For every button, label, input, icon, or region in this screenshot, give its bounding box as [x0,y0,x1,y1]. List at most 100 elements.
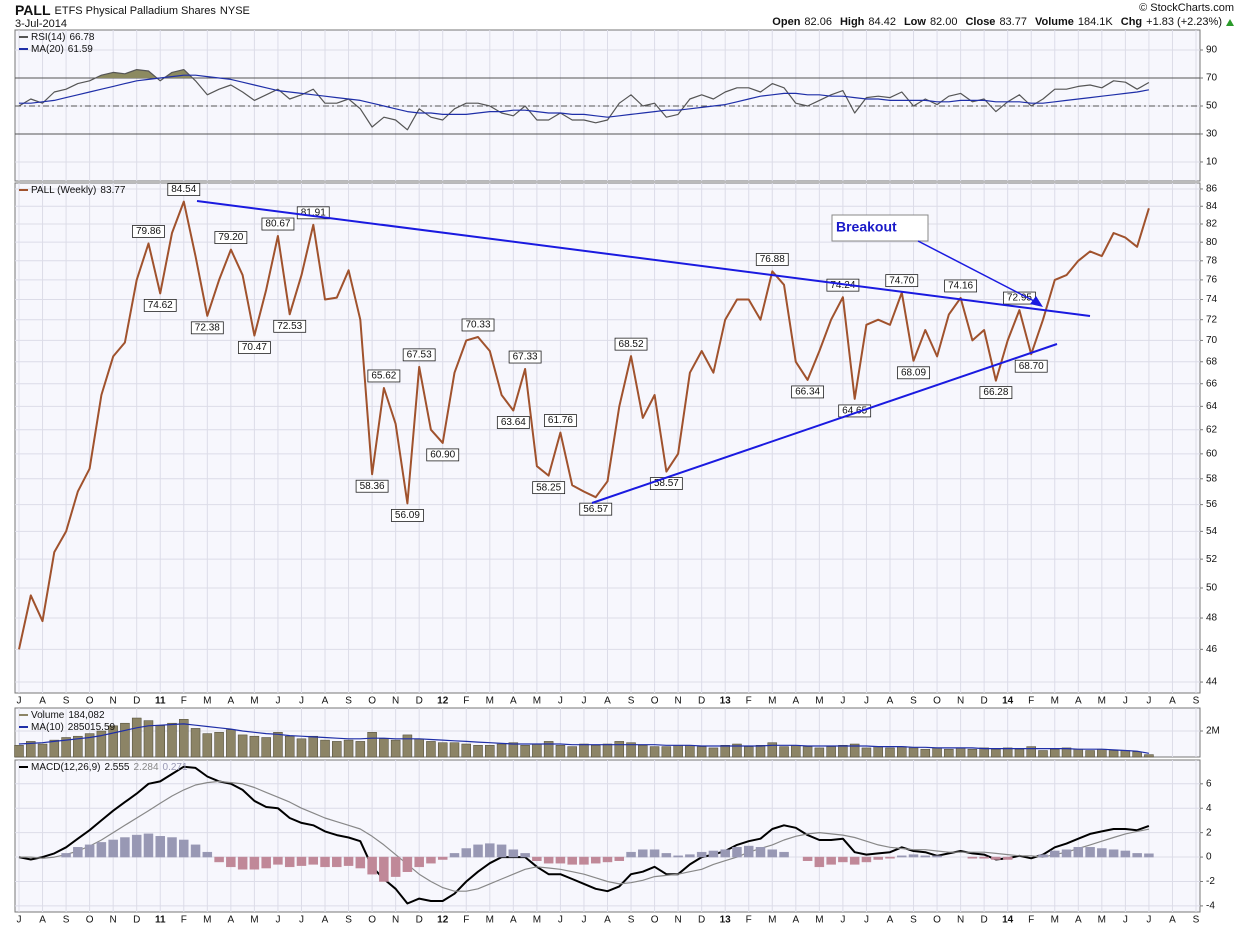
value-label: 81.91 [301,207,326,218]
bar [849,856,860,865]
bar [838,745,848,758]
bar [590,745,601,758]
value-label: 63.64 [501,417,526,428]
legend-value: 61.59 [68,44,93,55]
value-label-box [885,274,919,288]
bar [685,854,695,858]
bar [485,745,495,758]
value-label-box [508,350,542,364]
value-label: 74.16 [948,281,973,292]
bar [332,856,342,868]
bar [61,737,71,758]
bar [802,856,813,861]
security-name: ETFS Physical Palladium Shares [55,5,217,17]
x-tick-label: J [275,696,280,707]
x-tick-label: N [392,915,399,926]
y-tick-label: 56 [1206,499,1218,510]
bar [167,837,177,858]
bar [485,843,495,858]
bar [14,745,24,758]
bar [237,856,248,870]
bar [473,844,483,858]
bar [626,742,636,758]
bar [343,739,354,758]
bar [355,741,366,758]
value-label: 68.09 [901,367,926,378]
x-tick-label: D [416,696,423,707]
value-label: 68.52 [619,339,644,350]
y-tick-label: 4 [1206,803,1212,814]
bar [120,837,130,858]
x-tick-label: A [887,915,894,926]
y-tick-label: 50 [1206,101,1218,112]
x-tick-label: M [1098,915,1106,926]
x-tick-label: J [17,696,22,707]
bar [367,856,377,875]
bar [496,844,507,858]
x-tick-label: J [1123,696,1128,707]
x-tick-label: M [815,696,823,707]
bar [108,725,118,758]
value-label: 68.70 [1019,361,1044,372]
quote-value: 82.06 [804,16,832,28]
x-tick-label: J [840,915,845,926]
bar [190,844,201,858]
value-label: 67.53 [407,349,432,360]
x-tick-label: A [510,696,517,707]
value-label: 84.54 [171,184,196,195]
x-tick-label: A [39,696,46,707]
quote-label: Volume [1035,16,1074,28]
x-tick-label: O [933,696,941,707]
bar [1132,751,1142,758]
x-tick-label: 12 [437,696,449,707]
bar [190,728,201,758]
bar [1050,748,1060,758]
bar [543,856,554,864]
bar [861,856,872,863]
bar [1050,850,1060,858]
x-tick-label: D [133,696,140,707]
x-tick-label: S [63,915,70,926]
y-tick-label: 76 [1206,275,1218,286]
x-tick-label: F [1028,696,1034,707]
value-label-box [897,366,930,380]
bar [932,747,942,758]
series-line [18,69,1150,131]
x-tick-label: N [110,696,117,707]
bar [638,849,648,858]
bar [567,856,577,865]
x-tick-label: S [628,915,635,926]
x-tick-label: S [345,696,352,707]
x-tick-label: O [86,915,94,926]
x-tick-label: J [299,915,304,926]
bar [226,729,236,758]
bar [261,856,271,869]
bar [1144,853,1154,858]
bar [885,856,895,859]
x-tick-label: A [228,696,235,707]
x-tick-label: J [1123,915,1128,926]
value-label: 56.09 [395,510,420,521]
bar [720,745,730,758]
legend-name: MACD(12,26,9) [31,762,100,773]
legend-entry: MA(20) 61.59 [31,44,93,55]
x-tick-label: J [299,696,304,707]
bar [779,851,789,858]
bar [379,856,389,882]
bar [1014,748,1025,758]
x-tick-label: M [1098,696,1106,707]
value-label-box [143,298,177,312]
value-label: 56.57 [583,504,608,515]
legend-value: 66.78 [69,32,94,43]
bar [626,851,636,858]
series-line [18,765,1150,905]
bar [49,739,60,758]
x-tick-label: J [581,696,586,707]
y-tick-label: 2 [1206,827,1212,838]
bar [579,856,589,865]
x-tick-label: J [840,696,845,707]
bar [720,849,730,858]
value-label-box [402,348,436,362]
x-tick-label: J [581,915,586,926]
